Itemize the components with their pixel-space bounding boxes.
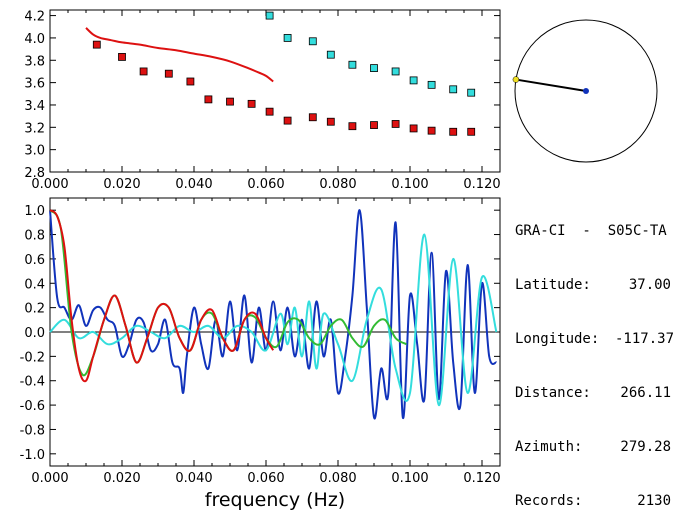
x-tick-label: 0.060 — [247, 177, 284, 192]
x-tick-label: 0.100 — [391, 471, 428, 486]
data-point — [427, 80, 436, 89]
data-point — [326, 50, 335, 59]
y-tick-label: 2.8 — [24, 166, 45, 181]
x-tick-label: 0.020 — [103, 471, 140, 486]
station-info: GRA-CI - S05C-TA Latitude: 37.00 Longitud… — [515, 186, 675, 528]
records-label: Records: — [515, 493, 583, 509]
y-tick-label: 3.4 — [24, 99, 45, 114]
data-point — [308, 37, 317, 46]
data-point — [391, 67, 400, 76]
data-point — [92, 40, 101, 49]
y-tick-label: 3.2 — [24, 121, 45, 136]
x-tick-label: 0.080 — [319, 471, 356, 486]
series-line — [85, 27, 274, 83]
x-tick-label: 0.060 — [247, 471, 284, 486]
azimuth-label: Azimuth: — [515, 439, 583, 455]
y-tick-label: 0.2 — [24, 302, 45, 317]
series-line — [49, 233, 498, 407]
latitude-value: 37.00 — [628, 277, 671, 293]
distance-label: Distance: — [515, 385, 591, 401]
y-tick-label: -0.4 — [20, 375, 45, 390]
plot-frame — [49, 9, 501, 173]
data-point — [370, 64, 378, 72]
y-tick-label: 4.2 — [24, 10, 45, 25]
data-point — [265, 11, 274, 20]
dispersion-panel: 0.000 0.020 0.040 0.060 0.080 0.100 0.120 2.8 3.… — [24, 9, 501, 192]
series-line — [49, 209, 275, 383]
source-dot — [512, 76, 520, 83]
compass-circle — [514, 19, 658, 163]
data-point — [247, 99, 256, 108]
latitude-label: Latitude: — [515, 277, 591, 293]
data-point — [226, 97, 234, 106]
series-line — [49, 209, 498, 420]
data-point — [118, 53, 126, 61]
correlation-panel: 0.000 0.020 0.040 0.060 0.080 0.100 0.120 -1.0 -… — [20, 197, 501, 511]
y-tick-label: 3.0 — [24, 144, 45, 159]
x-axis-label: frequency (Hz) — [205, 489, 345, 511]
y-tick-label: 0.0 — [24, 326, 45, 341]
x-tick-label: 0.000 — [31, 177, 68, 192]
data-point — [265, 107, 274, 116]
data-point — [449, 127, 458, 136]
longitude-label: Longitude: — [515, 331, 600, 347]
data-point — [391, 120, 400, 128]
data-point — [348, 60, 357, 69]
y-tick-label: 4.0 — [24, 32, 45, 47]
longitude-value: -117.37 — [615, 331, 675, 347]
data-point — [204, 95, 213, 104]
data-point — [467, 127, 476, 136]
y-tick-label: 1.0 — [24, 204, 45, 219]
data-point — [409, 124, 418, 133]
y-tick-label: -0.6 — [20, 399, 45, 414]
x-tick-label: 0.020 — [103, 177, 140, 192]
y-tick-label: -1.0 — [20, 448, 45, 463]
x-tick-label: 0.040 — [175, 177, 212, 192]
data-point — [370, 121, 378, 129]
data-point — [467, 88, 476, 97]
data-point — [449, 85, 458, 94]
records-value: 2130 — [637, 493, 671, 509]
data-point — [283, 34, 292, 42]
y-tick-label: 3.8 — [24, 54, 45, 69]
azimuth-value: 279.28 — [620, 439, 671, 455]
data-point — [186, 77, 195, 86]
x-tick-label: 0.120 — [463, 177, 500, 192]
station-title: GRA-CI - S05C-TA — [515, 223, 667, 239]
data-point — [409, 76, 418, 85]
x-tick-label: 0.120 — [463, 471, 500, 486]
y-tick-label: 0.4 — [24, 277, 45, 292]
y-tick-label: 0.8 — [24, 229, 45, 244]
station-dot — [583, 88, 589, 94]
x-tick-label: 0.040 — [175, 471, 212, 486]
data-point — [283, 116, 292, 125]
y-tick-label: -0.8 — [20, 423, 45, 438]
data-point — [427, 126, 436, 135]
data-point — [164, 69, 173, 78]
data-point — [139, 67, 148, 76]
y-tick-label: 0.6 — [24, 253, 45, 268]
data-point — [308, 113, 317, 122]
data-point — [348, 122, 357, 131]
x-tick-label: 0.000 — [31, 471, 68, 486]
data-point — [326, 117, 335, 126]
x-tick-label: 0.100 — [391, 177, 428, 192]
distance-value: 266.11 — [620, 385, 671, 401]
azimuth-compass — [512, 19, 658, 163]
y-tick-label: -0.2 — [20, 350, 45, 365]
x-tick-label: 0.080 — [319, 177, 356, 192]
azimuth-line — [515, 78, 587, 92]
y-tick-label: 3.6 — [24, 77, 45, 92]
